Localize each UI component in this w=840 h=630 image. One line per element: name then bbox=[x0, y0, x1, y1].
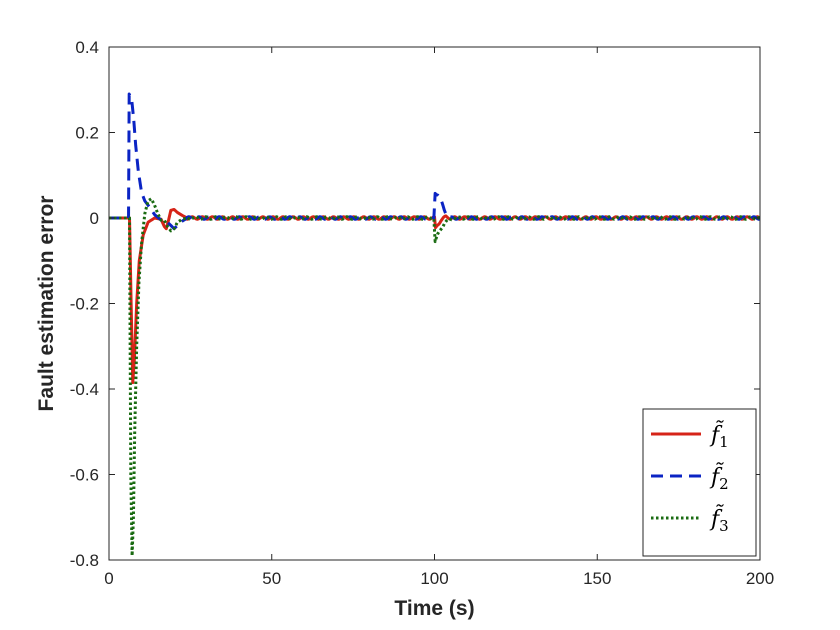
y-axis-title: Fault estimation error bbox=[35, 196, 58, 412]
tick-layer: 0 50 100 150 200 -0.8 -0.6 -0.4 -0.2 0 0.2 0.4 bbox=[70, 38, 774, 588]
series-line-3 bbox=[109, 197, 760, 558]
y-tick-label: -0.4 bbox=[70, 380, 99, 399]
x-tick-label: 200 bbox=[746, 569, 774, 588]
series-line-2 bbox=[109, 92, 760, 231]
x-tick-label: 100 bbox=[420, 569, 448, 588]
x-tick-label: 0 bbox=[104, 569, 113, 588]
x-axis-title: Time (s) bbox=[394, 597, 474, 620]
x-tick-label: 50 bbox=[262, 569, 281, 588]
y-tick-label: 0.2 bbox=[75, 124, 99, 143]
y-tick-label: -0.6 bbox=[70, 466, 99, 485]
legend-box bbox=[642, 408, 757, 557]
legend: f̃1f̃2f̃3 bbox=[642, 408, 757, 557]
y-tick-label: 0 bbox=[90, 209, 99, 228]
x-tick-label: 150 bbox=[583, 569, 611, 588]
y-tick-label: -0.8 bbox=[70, 551, 99, 570]
y-tick-label: 0.4 bbox=[75, 38, 99, 57]
y-tick-label: -0.2 bbox=[70, 295, 99, 314]
series-layer bbox=[109, 92, 760, 558]
